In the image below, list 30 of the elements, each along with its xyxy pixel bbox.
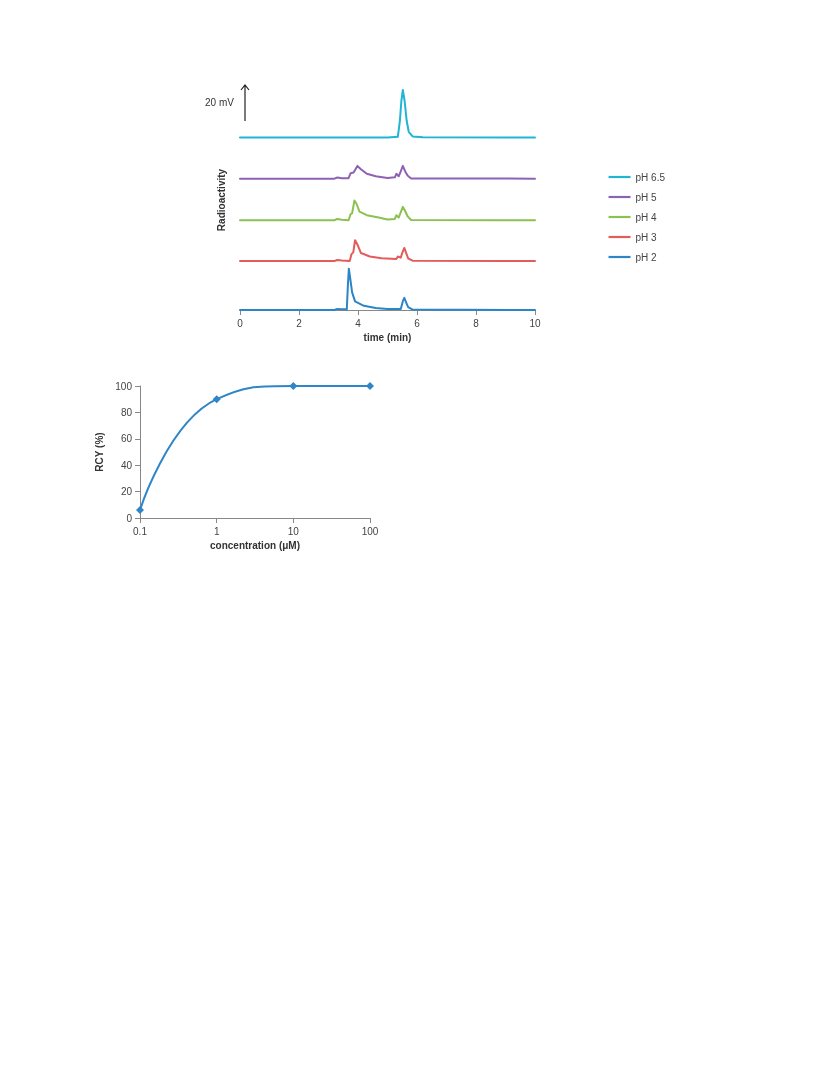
x-tick-label: 1 [213, 525, 220, 537]
legend-label: pH 2 [635, 251, 658, 263]
y-axis-title: RCY (%) [93, 432, 105, 472]
y-tick-label: 60 [120, 433, 133, 445]
legend-label: pH 4 [635, 211, 658, 223]
y-tick-label: 40 [120, 459, 133, 471]
y-axis-title: Radioactivity [215, 168, 227, 232]
x-tick-label: 100 [361, 525, 379, 537]
y-tick-label: 20 [120, 486, 133, 498]
point [289, 382, 298, 390]
point [366, 382, 374, 390]
x-tick-label: 0 [237, 317, 244, 329]
x-tick-label: 6 [414, 317, 421, 329]
y-tick-label: 80 [120, 406, 133, 418]
x-axis-title: concentration (μM) [209, 540, 301, 552]
text: 20 mV [205, 97, 234, 108]
legend-label: pH 6.5 [635, 171, 666, 183]
point [136, 506, 144, 515]
y-tick-label: 0 [126, 512, 133, 524]
x-tick-label: 10 [529, 317, 541, 329]
x-tick-label: 4 [355, 317, 362, 329]
legend-label: pH 3 [635, 231, 658, 243]
point [212, 395, 221, 404]
x-tick-label: 8 [473, 317, 480, 329]
x-tick-label: 0.1 [133, 525, 148, 537]
x-tick-label: 2 [296, 317, 303, 329]
y-tick-label: 100 [115, 380, 133, 392]
x-tick-label: 10 [287, 525, 300, 537]
x-axis-title: time (min) [363, 332, 412, 344]
legend-label: pH 5 [635, 191, 658, 203]
